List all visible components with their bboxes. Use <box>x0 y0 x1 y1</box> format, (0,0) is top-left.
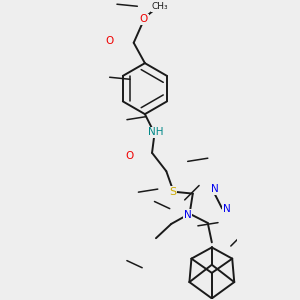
Text: O: O <box>106 36 114 46</box>
Text: N: N <box>223 204 230 214</box>
Text: S: S <box>169 187 176 196</box>
Text: O: O <box>140 14 148 24</box>
Text: NH: NH <box>148 128 164 137</box>
Text: N: N <box>211 184 219 194</box>
Text: CH₃: CH₃ <box>151 2 168 11</box>
Text: O: O <box>125 151 133 161</box>
Text: N: N <box>184 210 191 220</box>
